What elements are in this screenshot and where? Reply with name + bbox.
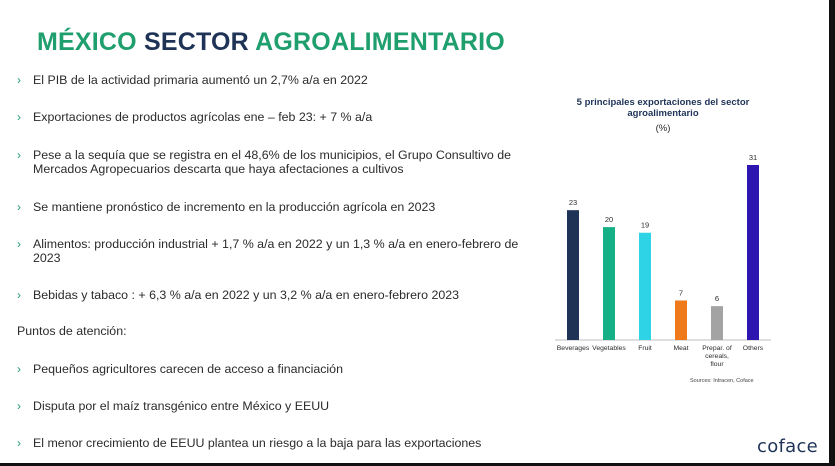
bar [603,227,615,340]
data-label: 7 [679,288,683,297]
x-tick-label: Prepar. of [702,345,732,352]
chevron-right-icon: › [17,399,21,413]
title-agroalimentario: AGROALIMENTARIO [255,28,505,56]
bar [747,165,759,340]
bar [639,232,651,340]
bullet-text: Alimentos: producción industrial + 1,7 %… [33,237,519,265]
data-label: 19 [641,221,649,230]
x-tick-label: cereals, [705,353,729,360]
bar [567,210,579,340]
chevron-right-icon: › [17,362,21,376]
chart-title: 5 principales exportaciones del sector a… [576,97,750,119]
slide-title: MÉXICO SECTOR AGROALIMENTARIO [37,28,505,57]
x-tick-label: flour [710,361,724,368]
data-label: 31 [749,153,757,162]
chevron-right-icon: › [17,288,21,302]
attention-heading: Puntos de atención: [17,324,127,338]
coface-logo: coface [757,436,819,457]
x-tick-label: Meat [673,345,688,352]
chevron-right-icon: › [17,200,21,214]
bullet-text: Bebidas y tabaco : + 6,3 % a/a en 2022 y… [33,288,460,302]
window-edge-right [829,0,835,466]
bar [675,300,687,340]
x-tick-label: Fruit [638,345,652,352]
bar [711,306,723,340]
data-label: 6 [715,294,719,303]
title-mexico: MÉXICO [37,28,137,56]
window-edge-bottom [0,463,835,466]
x-tick-label: Vegetables [592,345,626,352]
chevron-right-icon: › [17,237,21,251]
data-label: 20 [605,215,613,224]
x-tick-label: Beverages [557,345,590,352]
title-sector: SECTOR [143,28,249,56]
chevron-right-icon: › [17,110,21,124]
bullet-text: Se mantiene pronóstico de incremento en … [33,200,436,214]
bar-chart: 23 Beverages 20 Vegetables 19 Fruit 7 Meat 6 Prep… [555,153,771,368]
chart-unit: (%) [655,123,671,134]
chevron-right-icon: › [17,73,21,87]
data-label: 23 [569,198,577,207]
bullet-text: El PIB de la actividad primaria aumentó … [33,73,368,87]
bullet-text: Exportaciones de productos agrícolas ene… [33,110,373,124]
chevron-right-icon: › [17,148,21,162]
chart-source: Sources: Intracen, Coface [690,378,754,384]
bullet-text: Disputa por el maíz transgénico entre Mé… [33,399,330,413]
bullet-text: El menor crecimiento de EEUU plantea un … [33,436,482,450]
chevron-right-icon: › [17,436,21,450]
bullet-text: Pese a la sequía que se registra en el 4… [33,148,512,176]
x-tick-label: Others [743,345,764,352]
bullet-text: Pequeños agricultores carecen de acceso … [33,362,343,376]
